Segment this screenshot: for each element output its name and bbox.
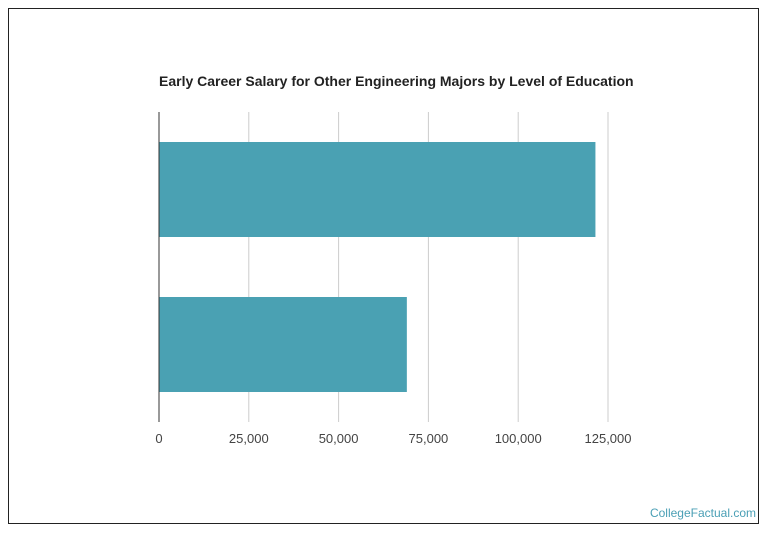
bars [159, 142, 596, 392]
x-tick-label: 75,000 [409, 431, 449, 446]
watermark-text: CollegeFactual.com [649, 506, 756, 520]
x-tick-labels: 0 25,000 50,000 75,000 100,000 125,000 [155, 431, 631, 446]
chart-frame [8, 8, 759, 524]
x-tick-label: 25,000 [229, 431, 269, 446]
x-tick-label: 125,000 [585, 431, 632, 446]
x-tick-label: 50,000 [319, 431, 359, 446]
chart-title: Early Career Salary for Other Engineerin… [159, 73, 634, 89]
bar [159, 297, 407, 392]
x-tick-label: 0 [155, 431, 162, 446]
bar [159, 142, 596, 237]
x-tick-label: 100,000 [495, 431, 542, 446]
